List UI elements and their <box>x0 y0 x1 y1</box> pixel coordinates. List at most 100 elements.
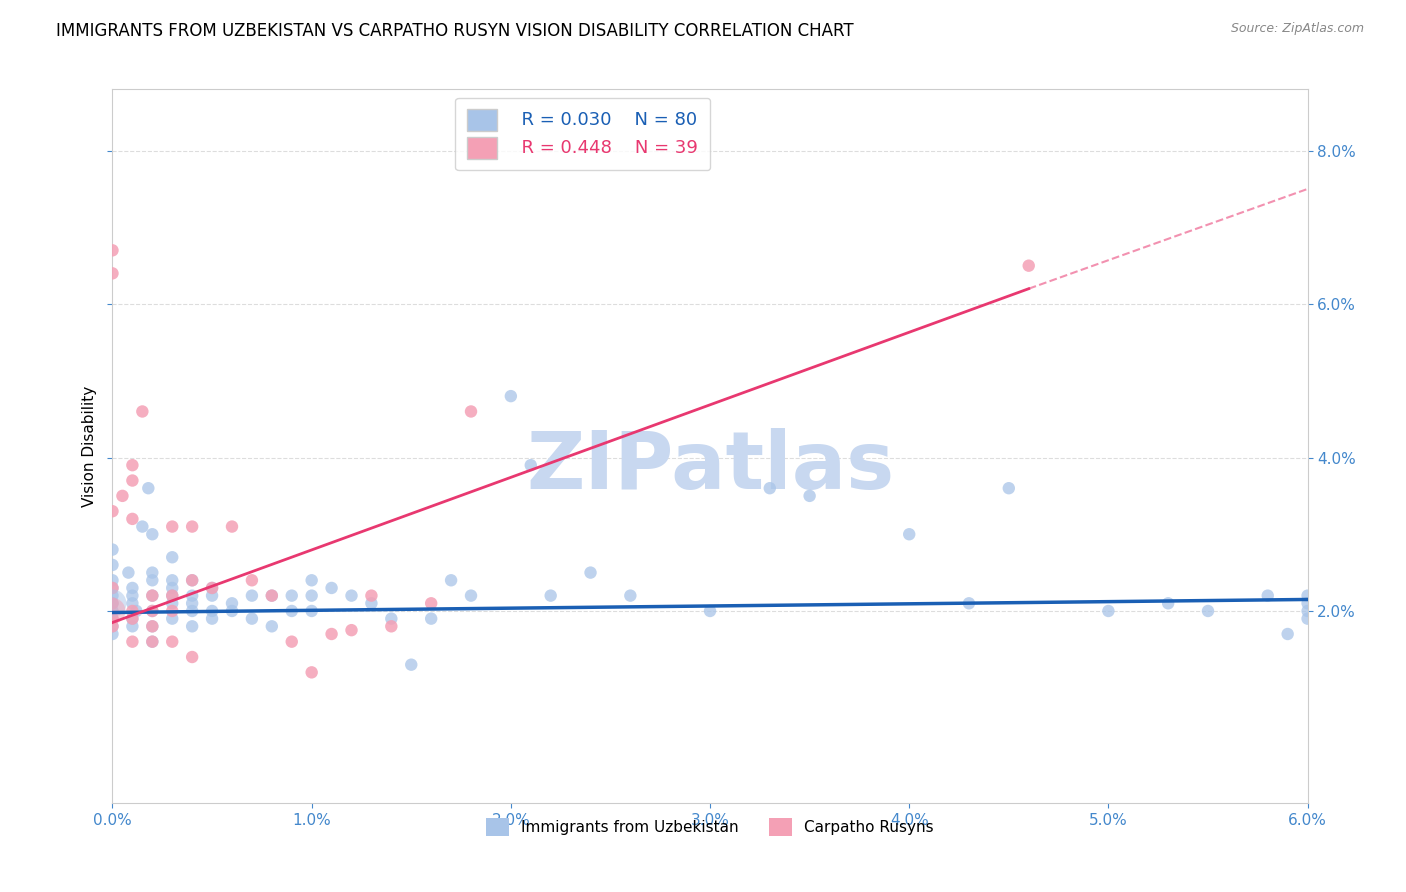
Point <box>1018 259 1040 273</box>
Point <box>1296 604 1319 618</box>
Point <box>240 612 263 626</box>
Point <box>1277 627 1299 641</box>
Point <box>898 527 921 541</box>
Point <box>799 489 821 503</box>
Point <box>301 604 323 618</box>
Point <box>121 612 143 626</box>
Point <box>420 596 443 610</box>
Point <box>121 596 143 610</box>
Point <box>162 589 183 603</box>
Point <box>101 266 124 280</box>
Point <box>141 589 163 603</box>
Point <box>181 619 204 633</box>
Point <box>281 634 304 648</box>
Point <box>1296 612 1319 626</box>
Point <box>540 589 562 603</box>
Point <box>141 634 163 648</box>
Point <box>101 589 124 603</box>
Point <box>101 619 124 633</box>
Point <box>121 619 143 633</box>
Point <box>121 512 143 526</box>
Point <box>699 604 721 618</box>
Point <box>141 589 163 603</box>
Point <box>1097 604 1119 618</box>
Point <box>101 627 124 641</box>
Point <box>301 665 323 680</box>
Point <box>1257 589 1279 603</box>
Point <box>101 574 124 588</box>
Point <box>101 542 124 557</box>
Point <box>181 519 204 533</box>
Point <box>260 589 283 603</box>
Point <box>281 604 304 618</box>
Point <box>162 634 183 648</box>
Point <box>141 574 163 588</box>
Point <box>221 519 243 533</box>
Point <box>1296 596 1319 610</box>
Point <box>380 619 402 633</box>
Point <box>181 604 204 618</box>
Text: Source: ZipAtlas.com: Source: ZipAtlas.com <box>1230 22 1364 36</box>
Point <box>141 604 163 618</box>
Point <box>162 581 183 595</box>
Point <box>460 404 482 418</box>
Point <box>111 489 134 503</box>
Point <box>260 589 283 603</box>
Point <box>141 619 163 633</box>
Point <box>141 619 163 633</box>
Point <box>221 596 243 610</box>
Point <box>181 574 204 588</box>
Point <box>101 244 124 258</box>
Point <box>162 589 183 603</box>
Point <box>162 612 183 626</box>
Point <box>121 589 143 603</box>
Point <box>121 474 143 488</box>
Point <box>260 619 283 633</box>
Point <box>131 519 153 533</box>
Point <box>201 604 224 618</box>
Point <box>138 481 160 495</box>
Point <box>162 550 183 565</box>
Point <box>101 612 124 626</box>
Point <box>101 596 124 610</box>
Point <box>240 574 263 588</box>
Point <box>181 596 204 610</box>
Point <box>301 589 323 603</box>
Point <box>759 481 782 495</box>
Point <box>1197 604 1219 618</box>
Point <box>117 566 139 580</box>
Point <box>401 657 423 672</box>
Point <box>131 404 153 418</box>
Point <box>162 604 183 618</box>
Point <box>181 574 204 588</box>
Point <box>101 558 124 572</box>
Point <box>998 481 1021 495</box>
Text: ZIPatlas: ZIPatlas <box>526 428 894 507</box>
Point <box>579 566 602 580</box>
Point <box>101 604 124 618</box>
Point <box>321 581 343 595</box>
Point <box>340 589 363 603</box>
Point <box>1296 589 1319 603</box>
Point <box>121 612 143 626</box>
Point <box>321 627 343 641</box>
Point <box>121 604 143 618</box>
Point <box>101 619 124 633</box>
Point <box>360 596 382 610</box>
Point <box>101 581 124 595</box>
Point <box>360 589 382 603</box>
Point <box>340 623 363 637</box>
Point <box>162 574 183 588</box>
Point <box>141 527 163 541</box>
Legend: Immigrants from Uzbekistan, Carpatho Rusyns: Immigrants from Uzbekistan, Carpatho Rus… <box>477 809 943 845</box>
Point <box>281 589 304 603</box>
Point <box>141 566 163 580</box>
Point <box>499 389 522 403</box>
Point <box>221 604 243 618</box>
Point <box>420 612 443 626</box>
Point <box>460 589 482 603</box>
Point <box>101 504 124 518</box>
Point <box>380 612 402 626</box>
Point <box>101 596 124 610</box>
Point <box>240 589 263 603</box>
